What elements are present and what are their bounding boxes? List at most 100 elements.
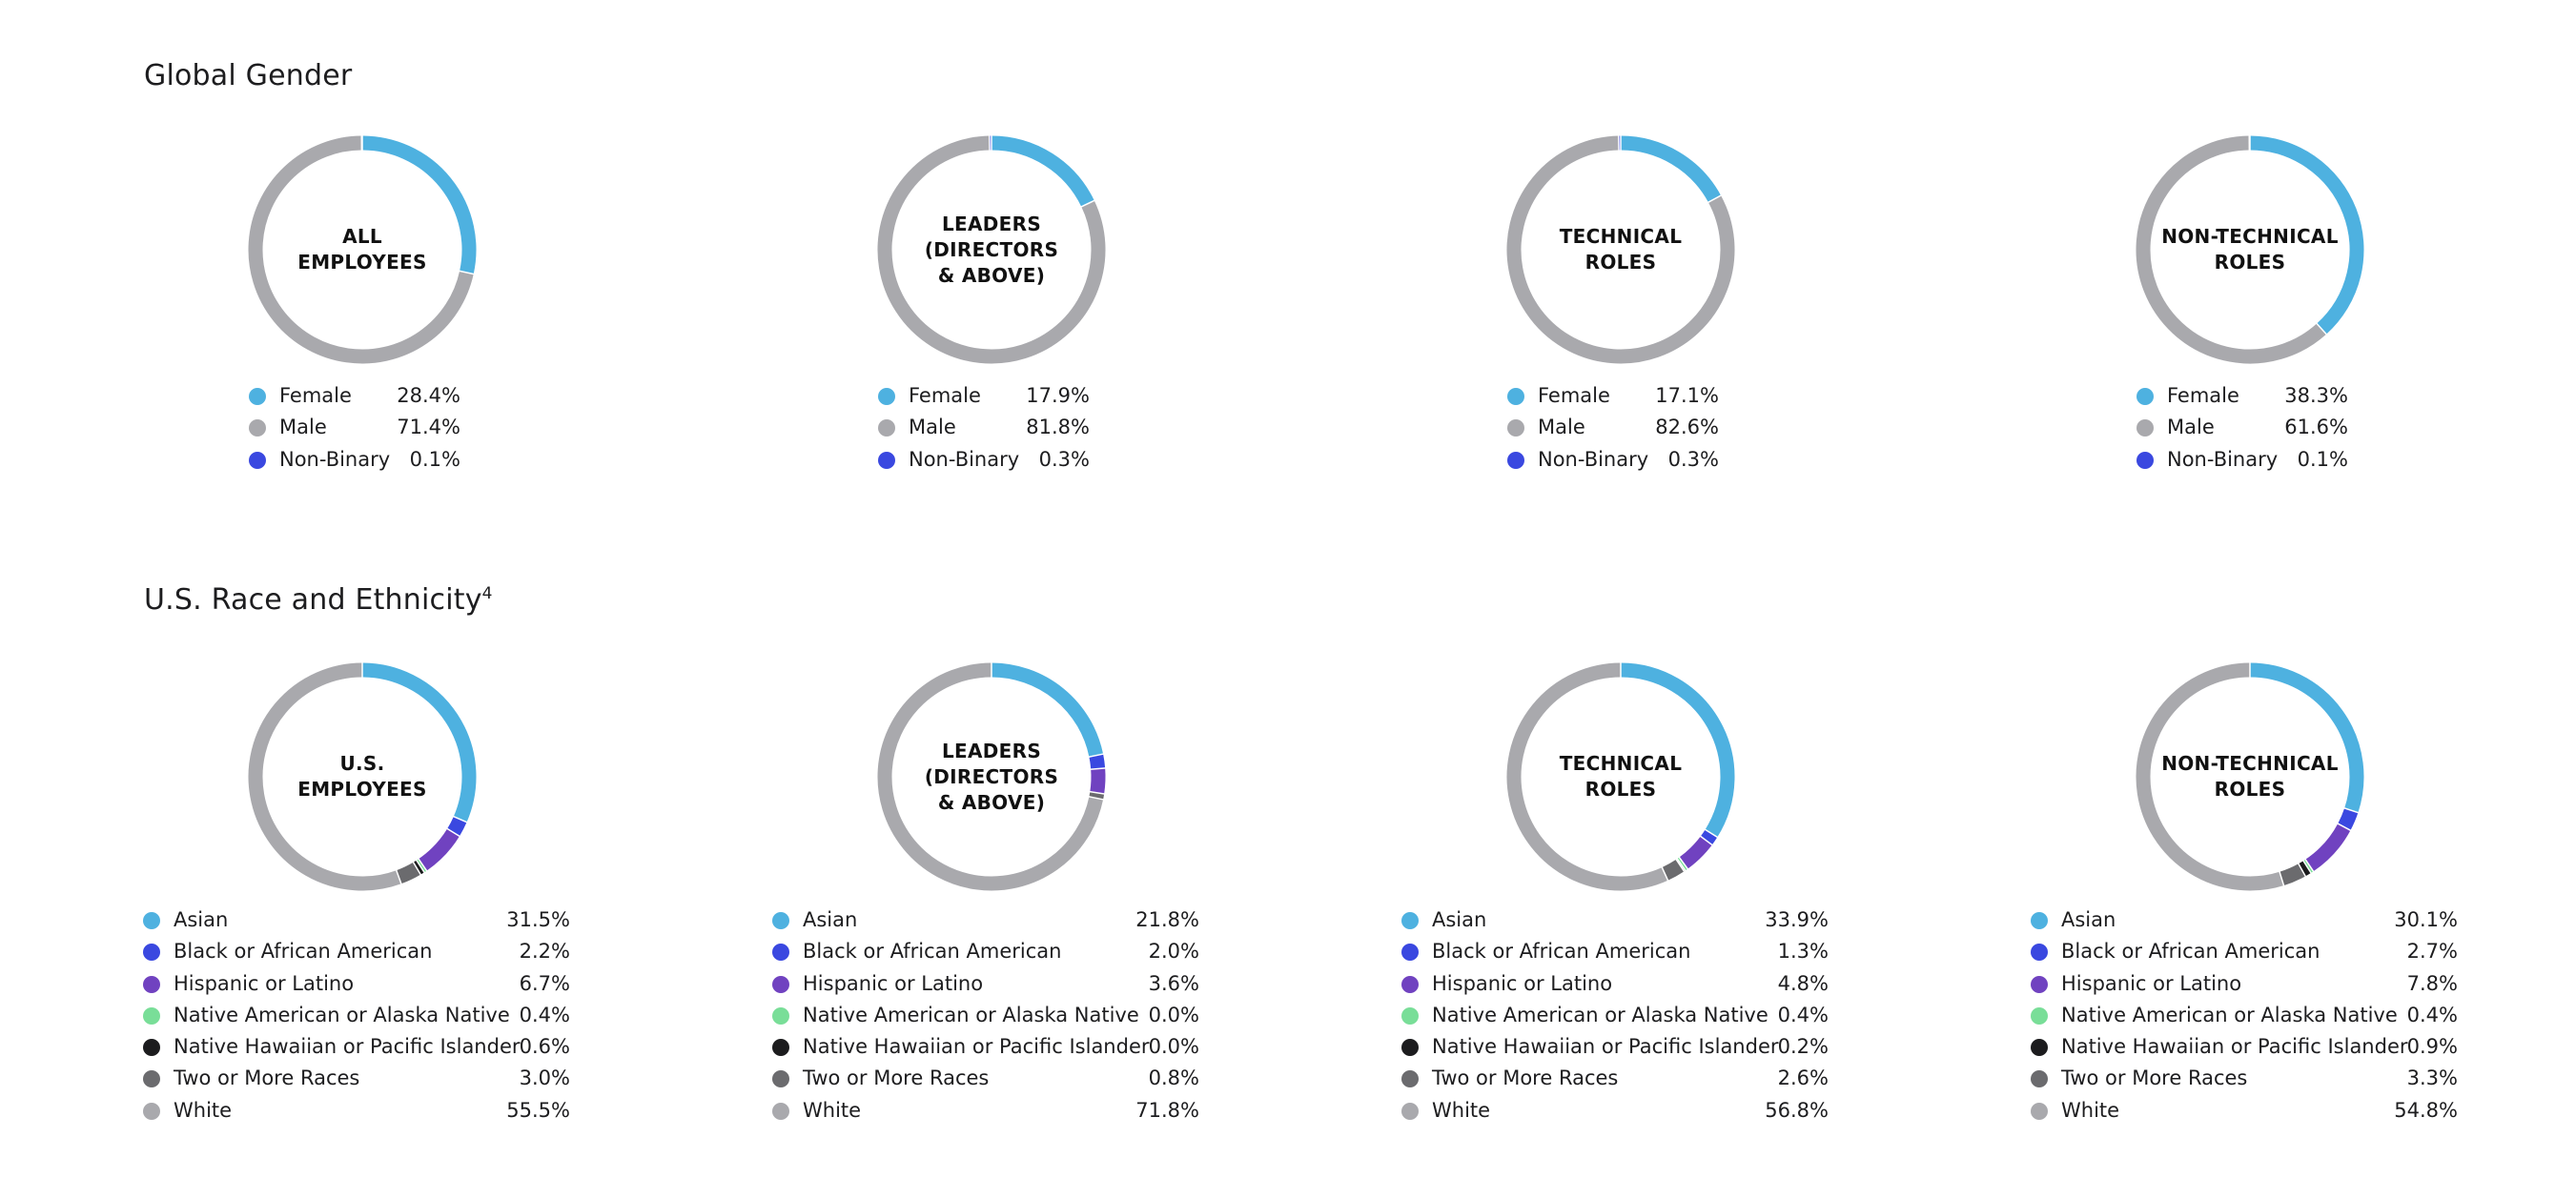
legend-swatch bbox=[143, 944, 160, 962]
slice-white bbox=[248, 662, 401, 891]
legend-swatch bbox=[143, 1070, 160, 1088]
slice-male bbox=[1506, 135, 1735, 364]
donut-svg bbox=[248, 661, 477, 891]
legend-item-male: Male 71.4% bbox=[249, 412, 460, 443]
legend-label: Female bbox=[279, 384, 352, 407]
donut-center-label: ALL EMPLOYEES bbox=[297, 225, 427, 274]
legend-label: Black or African American bbox=[1432, 940, 1691, 964]
legend-item-hispanic-or-latino: Hispanic or Latino 6.7% bbox=[143, 968, 570, 1000]
legend-value: 7.8% bbox=[2406, 971, 2458, 995]
legend-swatch bbox=[772, 912, 789, 929]
donut: TECHNICAL ROLES bbox=[1499, 128, 1743, 372]
donut-center-label: U.S. EMPLOYEES bbox=[297, 752, 427, 801]
legend-label: Female bbox=[2167, 384, 2239, 407]
legend-item-black-or-african-american: Black or African American 2.2% bbox=[143, 936, 570, 967]
legend-value: 38.3% bbox=[2284, 384, 2348, 407]
slice-separator bbox=[1675, 858, 1686, 873]
slice-separator bbox=[1661, 865, 1669, 882]
slice-separator bbox=[1080, 199, 1096, 209]
legend-label: Non-Binary bbox=[1538, 447, 1649, 471]
legend-value: 2.7% bbox=[2406, 940, 2458, 964]
slice-separator bbox=[2304, 858, 2315, 873]
donut-center-label: LEADERS (DIRECTORS & ABOVE) bbox=[924, 739, 1059, 814]
legend-swatch bbox=[1401, 912, 1419, 929]
legend-label: White bbox=[803, 1098, 862, 1122]
legend-label: Female bbox=[1538, 384, 1610, 407]
donut: ALL EMPLOYEES bbox=[240, 128, 484, 372]
legend-value: 2.2% bbox=[519, 940, 570, 964]
legend-label: Native American or Alaska Native bbox=[1432, 1003, 1768, 1026]
legend-value: 17.1% bbox=[1655, 384, 1719, 407]
legend-label: Asian bbox=[803, 908, 858, 931]
slice-separator bbox=[417, 857, 428, 872]
legend-swatch bbox=[772, 1102, 789, 1120]
gender-section-title: Global Gender bbox=[144, 59, 353, 92]
legend-value: 71.8% bbox=[1135, 1098, 1199, 1122]
legend-label: Native Hawaiian or Pacific Islander bbox=[174, 1035, 521, 1059]
legend-label: Native Hawaiian or Pacific Islander bbox=[803, 1035, 1150, 1059]
legend-value: 0.6% bbox=[519, 1035, 570, 1059]
legend-label: Asian bbox=[1432, 908, 1487, 931]
legend-label: White bbox=[174, 1098, 233, 1122]
legend-value: 0.4% bbox=[2406, 1003, 2458, 1026]
legend-swatch bbox=[772, 944, 789, 962]
legend-label: Male bbox=[1538, 416, 1585, 439]
legend: Female 17.1% Male 82.6% Non-Binary 0.3% bbox=[1507, 380, 1719, 476]
legend-item-male: Male 61.6% bbox=[2136, 412, 2348, 443]
legend-label: Male bbox=[2167, 416, 2215, 439]
legend-swatch bbox=[2031, 1102, 2048, 1120]
slice-separator bbox=[1090, 767, 1107, 770]
legend-item-asian: Asian 33.9% bbox=[1401, 904, 1829, 936]
legend-value: 0.8% bbox=[1148, 1066, 1199, 1090]
legend-label: Black or African American bbox=[2061, 940, 2320, 964]
legend-item-female: Female 17.9% bbox=[878, 380, 1090, 412]
legend-label: Hispanic or Latino bbox=[174, 971, 355, 995]
slice-asian bbox=[1620, 662, 1735, 838]
slice-male bbox=[248, 135, 474, 364]
legend-swatch bbox=[772, 1070, 789, 1088]
legend-swatch bbox=[2031, 912, 2048, 929]
slice-separator bbox=[2315, 322, 2328, 335]
slice-separator bbox=[1089, 790, 1106, 795]
slice-hispanic-or-latino bbox=[418, 828, 460, 871]
donut: U.S. EMPLOYEES bbox=[240, 655, 484, 899]
legend: Asian 30.1% Black or African American 2.7% H… bbox=[2031, 904, 2458, 1127]
legend-item-hispanic-or-latino: Hispanic or Latino 4.8% bbox=[1401, 968, 1829, 1000]
legend-swatch bbox=[143, 975, 160, 993]
legend-item-black-or-african-american: Black or African American 2.7% bbox=[2031, 936, 2458, 967]
slice-separator bbox=[1088, 753, 1105, 759]
donut: LEADERS (DIRECTORS & ABOVE) bbox=[869, 655, 1114, 899]
legend-label: Hispanic or Latino bbox=[803, 971, 984, 995]
legend-value: 71.4% bbox=[397, 416, 460, 439]
legend-label: Native American or Alaska Native bbox=[174, 1003, 510, 1026]
donut-svg bbox=[877, 661, 1107, 891]
legend-item-native-hawaiian-or-pacific-islander: Native Hawaiian or Pacific Islander 0.2% bbox=[1401, 1031, 1829, 1063]
legend-label: Asian bbox=[174, 908, 229, 931]
legend-value: 0.2% bbox=[1777, 1035, 1829, 1059]
legend-item-two-or-more-races: Two or More Races 0.8% bbox=[772, 1063, 1199, 1094]
donut-center-label: TECHNICAL ROLES bbox=[1559, 225, 1683, 274]
legend-label: Two or More Races bbox=[174, 1066, 360, 1090]
legend-value: 55.5% bbox=[506, 1098, 570, 1122]
legend-value: 81.8% bbox=[1026, 416, 1090, 439]
legend-value: 0.1% bbox=[2297, 447, 2348, 471]
legend-item-native-hawaiian-or-pacific-islander: Native Hawaiian or Pacific Islander 0.9% bbox=[2031, 1031, 2458, 1063]
legend: Female 17.9% Male 81.8% Non-Binary 0.3% bbox=[878, 380, 1090, 476]
slice-separator bbox=[1704, 828, 1719, 839]
legend-value: 3.6% bbox=[1148, 971, 1199, 995]
slice-female bbox=[991, 135, 1094, 208]
legend-item-female: Female 28.4% bbox=[249, 380, 460, 412]
legend-label: Male bbox=[279, 416, 327, 439]
donut-svg bbox=[248, 134, 477, 364]
legend-value: 2.0% bbox=[1148, 940, 1199, 964]
slice-female bbox=[1620, 135, 1722, 203]
legend-item-hispanic-or-latino: Hispanic or Latino 7.8% bbox=[2031, 968, 2458, 1000]
legend-swatch bbox=[249, 451, 266, 469]
legend-swatch bbox=[143, 1102, 160, 1120]
legend-label: Non-Binary bbox=[279, 447, 391, 471]
legend-item-white: White 56.8% bbox=[1401, 1095, 1829, 1127]
slice-separator bbox=[1678, 856, 1689, 870]
legend-label: Native American or Alaska Native bbox=[803, 1003, 1139, 1026]
legend-label: Black or African American bbox=[174, 940, 433, 964]
donut: LEADERS (DIRECTORS & ABOVE) bbox=[869, 128, 1114, 372]
